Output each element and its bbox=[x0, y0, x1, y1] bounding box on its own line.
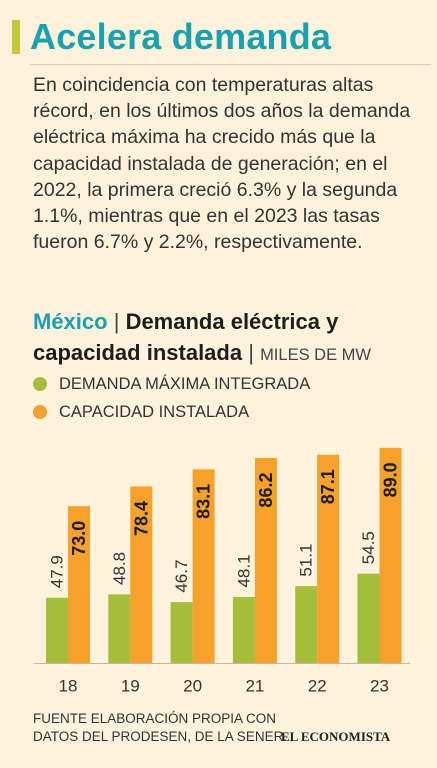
label-capacity-22: 87.1 bbox=[318, 469, 338, 504]
x-tick-label-19: 19 bbox=[121, 677, 140, 696]
bar-demand-21 bbox=[232, 596, 255, 663]
label-capacity-18: 73.0 bbox=[69, 521, 89, 556]
source-note: FUENTE ELABORACIÓN PROPIA CON DATOS DEL … bbox=[33, 711, 288, 744]
chart-subtitle: México | Demanda eléctrica y capacidad i… bbox=[33, 306, 423, 371]
legend-label-capacity: CAPACIDAD INSTALADA bbox=[59, 402, 250, 421]
label-demand-18: 47.9 bbox=[48, 555, 67, 588]
bar-demand-23 bbox=[357, 573, 380, 663]
legend-label-demand: DEMANDA MÁXIMA INTEGRADA bbox=[59, 374, 311, 393]
subtitle-unit: MILES DE MW bbox=[260, 346, 371, 364]
chart-legend: DEMANDA MÁXIMA INTEGRADA CAPACIDAD INSTA… bbox=[33, 372, 310, 428]
bar-capacity-20 bbox=[192, 469, 215, 663]
label-demand-22: 51.1 bbox=[297, 544, 316, 577]
bar-demand-20 bbox=[170, 602, 193, 663]
label-capacity-19: 78.4 bbox=[131, 501, 151, 536]
bar-capacity-18 bbox=[68, 506, 90, 663]
legend-item-capacity: CAPACIDAD INSTALADA bbox=[33, 400, 310, 424]
bar-demand-22 bbox=[295, 586, 318, 663]
x-tick-label-18: 18 bbox=[59, 677, 78, 696]
label-capacity-23: 89.0 bbox=[381, 462, 401, 497]
bar-capacity-19 bbox=[130, 486, 153, 663]
label-capacity-20: 83.1 bbox=[194, 484, 214, 519]
page-title: Acelera demanda bbox=[30, 16, 332, 57]
subtitle-country: México bbox=[33, 309, 108, 334]
subtitle-separator-2: | bbox=[248, 340, 254, 365]
intro-paragraph: En coincidencia con temperaturas altas r… bbox=[33, 74, 411, 254]
title-accent-bar bbox=[12, 20, 20, 54]
title-divider bbox=[30, 64, 431, 65]
legend-item-demand: DEMANDA MÁXIMA INTEGRADA bbox=[33, 372, 310, 396]
label-demand-21: 48.1 bbox=[234, 554, 253, 587]
bar-capacity-21 bbox=[254, 458, 277, 663]
label-capacity-21: 86.2 bbox=[256, 473, 276, 508]
label-demand-20: 46.7 bbox=[172, 560, 191, 593]
label-demand-23: 54.5 bbox=[359, 531, 378, 564]
x-tick-label-21: 21 bbox=[245, 677, 264, 696]
bar-capacity-23 bbox=[379, 447, 402, 663]
x-tick-label-20: 20 bbox=[183, 677, 202, 696]
x-tick-label-23: 23 bbox=[370, 677, 389, 696]
publisher-logo: EL ECONOMISTA bbox=[281, 729, 391, 744]
legend-dot-demand bbox=[33, 377, 47, 391]
label-demand-19: 48.8 bbox=[110, 552, 129, 585]
subtitle-separator: | bbox=[113, 309, 120, 334]
bar-capacity-22 bbox=[317, 454, 340, 663]
bar-demand-19 bbox=[108, 594, 131, 663]
subtitle-main: Demanda eléctrica y capacidad instalada bbox=[33, 309, 339, 365]
bar-demand-18 bbox=[46, 597, 68, 663]
x-tick-label-22: 22 bbox=[308, 677, 327, 696]
legend-dot-capacity bbox=[33, 405, 47, 419]
